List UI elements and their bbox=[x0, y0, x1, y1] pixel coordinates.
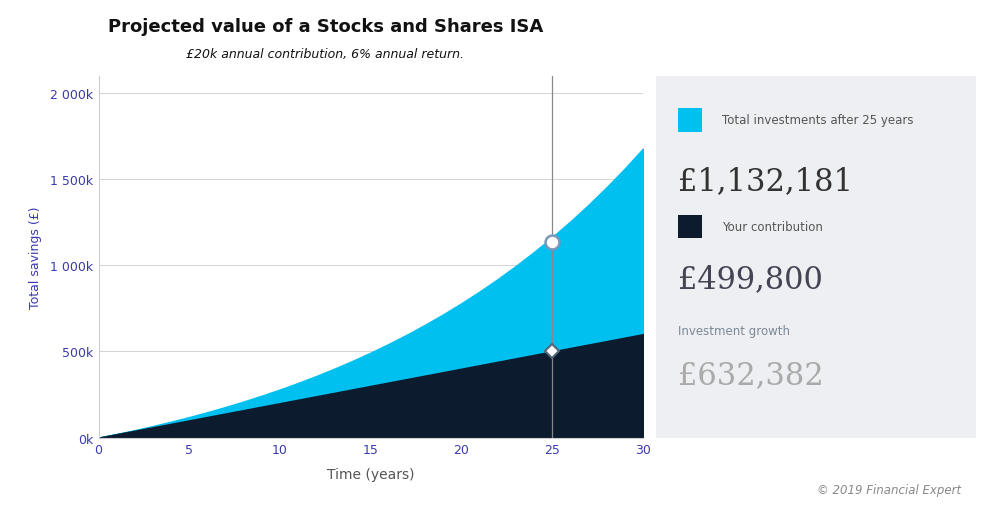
Text: Your contribution: Your contribution bbox=[722, 221, 822, 234]
Text: £632,382: £632,382 bbox=[678, 359, 824, 390]
Text: © 2019 Financial Expert: © 2019 Financial Expert bbox=[817, 484, 961, 496]
Text: £20k annual contribution, 6% annual return.: £20k annual contribution, 6% annual retu… bbox=[186, 48, 464, 61]
Bar bbox=[678, 109, 702, 132]
Text: Investment growth: Investment growth bbox=[678, 325, 791, 337]
Text: £499,800: £499,800 bbox=[678, 263, 823, 294]
Y-axis label: Total savings (£): Total savings (£) bbox=[29, 206, 41, 308]
Text: Projected value of a Stocks and Shares ISA: Projected value of a Stocks and Shares I… bbox=[107, 18, 543, 36]
X-axis label: Time (years): Time (years) bbox=[327, 467, 414, 482]
Bar bbox=[678, 215, 702, 239]
FancyBboxPatch shape bbox=[656, 76, 976, 438]
Text: £1,132,181: £1,132,181 bbox=[678, 166, 853, 196]
Text: Total investments after 25 years: Total investments after 25 years bbox=[722, 114, 913, 127]
